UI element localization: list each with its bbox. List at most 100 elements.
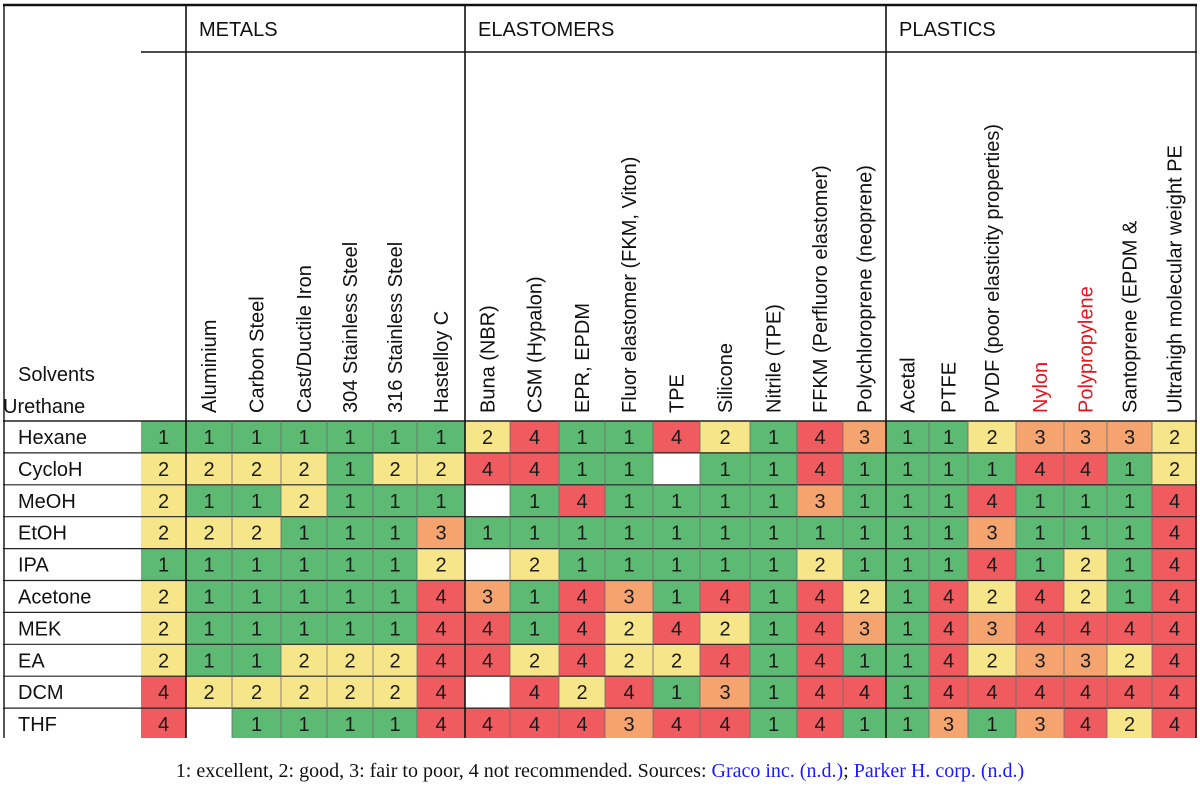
rating-cell xyxy=(843,644,886,677)
rating-value: 1 xyxy=(576,523,587,545)
rating-cell xyxy=(281,548,327,581)
rating-value: 1 xyxy=(435,491,446,513)
rating-value: 1 xyxy=(768,523,779,545)
rating-value: 2 xyxy=(158,523,169,545)
rating-value: 1 xyxy=(251,714,262,736)
rating-cell xyxy=(886,676,929,709)
rating-cell xyxy=(750,484,797,517)
rating-value: 4 xyxy=(814,427,825,449)
rating-cell xyxy=(559,548,605,581)
rating-value: 4 xyxy=(1080,714,1091,736)
source-link-graco[interactable]: Graco inc. (n.d.) xyxy=(711,760,844,782)
rating-value: 1 xyxy=(768,618,779,640)
rating-value: 2 xyxy=(529,555,540,577)
rating-value: 4 xyxy=(986,555,997,577)
rating-value: 4 xyxy=(1080,682,1091,704)
column-label: PTFE xyxy=(939,362,961,413)
column-label: Nitrile (TPE) xyxy=(764,304,786,413)
rating-value: 2 xyxy=(576,682,587,704)
rating-cell xyxy=(700,548,750,581)
rating-cell xyxy=(141,644,186,677)
rating-cell xyxy=(1016,484,1064,517)
rating-cell xyxy=(929,548,968,581)
rating-value: 2 xyxy=(251,459,262,481)
rating-value: 1 xyxy=(986,459,997,481)
rating-value: 4 xyxy=(719,650,730,672)
rating-value: 1 xyxy=(529,491,540,513)
group-label-metals: METALS xyxy=(199,19,278,41)
table-caption: 1: excellent, 2: good, 3: fair to poor, … xyxy=(0,760,1200,783)
rating-value: 1 xyxy=(943,427,954,449)
rating-cell xyxy=(605,548,653,581)
rating-value: 1 xyxy=(389,586,400,608)
rating-value: 1 xyxy=(943,491,954,513)
rating-value: 1 xyxy=(1034,491,1045,513)
rating-value: 4 xyxy=(482,650,493,672)
rating-value: 4 xyxy=(1169,523,1180,545)
rating-cell xyxy=(968,580,1016,613)
rating-cell xyxy=(510,612,559,645)
rating-value: 1 xyxy=(623,555,634,577)
rating-cell xyxy=(1107,612,1152,645)
column-label: Polypropylene xyxy=(1076,286,1098,413)
rating-cell xyxy=(1016,516,1064,549)
rating-cell xyxy=(373,612,417,645)
rating-cell xyxy=(1107,580,1152,613)
column-label: CSM (Hypalon) xyxy=(525,276,547,413)
rating-value: 4 xyxy=(529,459,540,481)
rating-value: 3 xyxy=(1034,427,1045,449)
rating-value: 1 xyxy=(344,618,355,640)
rating-value: 4 xyxy=(943,650,954,672)
rating-cell xyxy=(1064,421,1107,453)
rating-cell xyxy=(968,421,1016,453)
rating-cell xyxy=(1107,484,1152,517)
rating-cell xyxy=(1107,644,1152,677)
rating-cell xyxy=(653,708,700,738)
rating-value: 1 xyxy=(902,459,913,481)
source-link-parker[interactable]: Parker H. corp. (n.d.) xyxy=(853,760,1025,782)
column-label: Urethane xyxy=(3,396,85,418)
rating-value: 2 xyxy=(623,618,634,640)
rating-cell xyxy=(186,516,232,549)
rating-value: 1 xyxy=(344,555,355,577)
column-label: PVDF (poor elasticity properties) xyxy=(982,124,1004,413)
rating-cell xyxy=(510,452,559,485)
rating-cell xyxy=(510,676,559,709)
rating-cell xyxy=(281,421,327,453)
rating-cell xyxy=(750,516,797,549)
rating-cell xyxy=(186,452,232,485)
rating-cell xyxy=(232,708,281,738)
rating-cell xyxy=(886,452,929,485)
rating-cell xyxy=(232,676,281,709)
rating-value: 1 xyxy=(251,555,262,577)
rating-value: 1 xyxy=(859,555,870,577)
rating-value: 1 xyxy=(576,427,587,449)
rating-value: 1 xyxy=(203,586,214,608)
rating-cell xyxy=(373,580,417,613)
rating-cell xyxy=(886,708,929,738)
rating-value: 1 xyxy=(529,618,540,640)
rating-value: 4 xyxy=(814,459,825,481)
rating-cell xyxy=(1016,452,1064,485)
rating-cell xyxy=(929,708,968,738)
rating-value: 2 xyxy=(298,459,309,481)
rating-cell xyxy=(559,516,605,549)
rating-value: 1 xyxy=(623,523,634,545)
rating-value: 1 xyxy=(902,650,913,672)
rating-value: 4 xyxy=(482,459,493,481)
column-label: EPR, EPDM xyxy=(572,303,594,413)
rating-cell xyxy=(327,421,373,453)
rating-value: 1 xyxy=(251,491,262,513)
rating-value: 2 xyxy=(1169,427,1180,449)
rating-value: 4 xyxy=(529,682,540,704)
rating-value: 4 xyxy=(943,586,954,608)
rating-value: 1 xyxy=(943,459,954,481)
rating-value: 1 xyxy=(768,491,779,513)
rating-cell xyxy=(797,516,843,549)
rating-cell xyxy=(700,484,750,517)
rating-value: 1 xyxy=(1124,523,1135,545)
rating-cell xyxy=(559,644,605,677)
rating-value: 1 xyxy=(719,523,730,545)
rating-value: 4 xyxy=(859,682,870,704)
rating-cell xyxy=(1064,452,1107,485)
